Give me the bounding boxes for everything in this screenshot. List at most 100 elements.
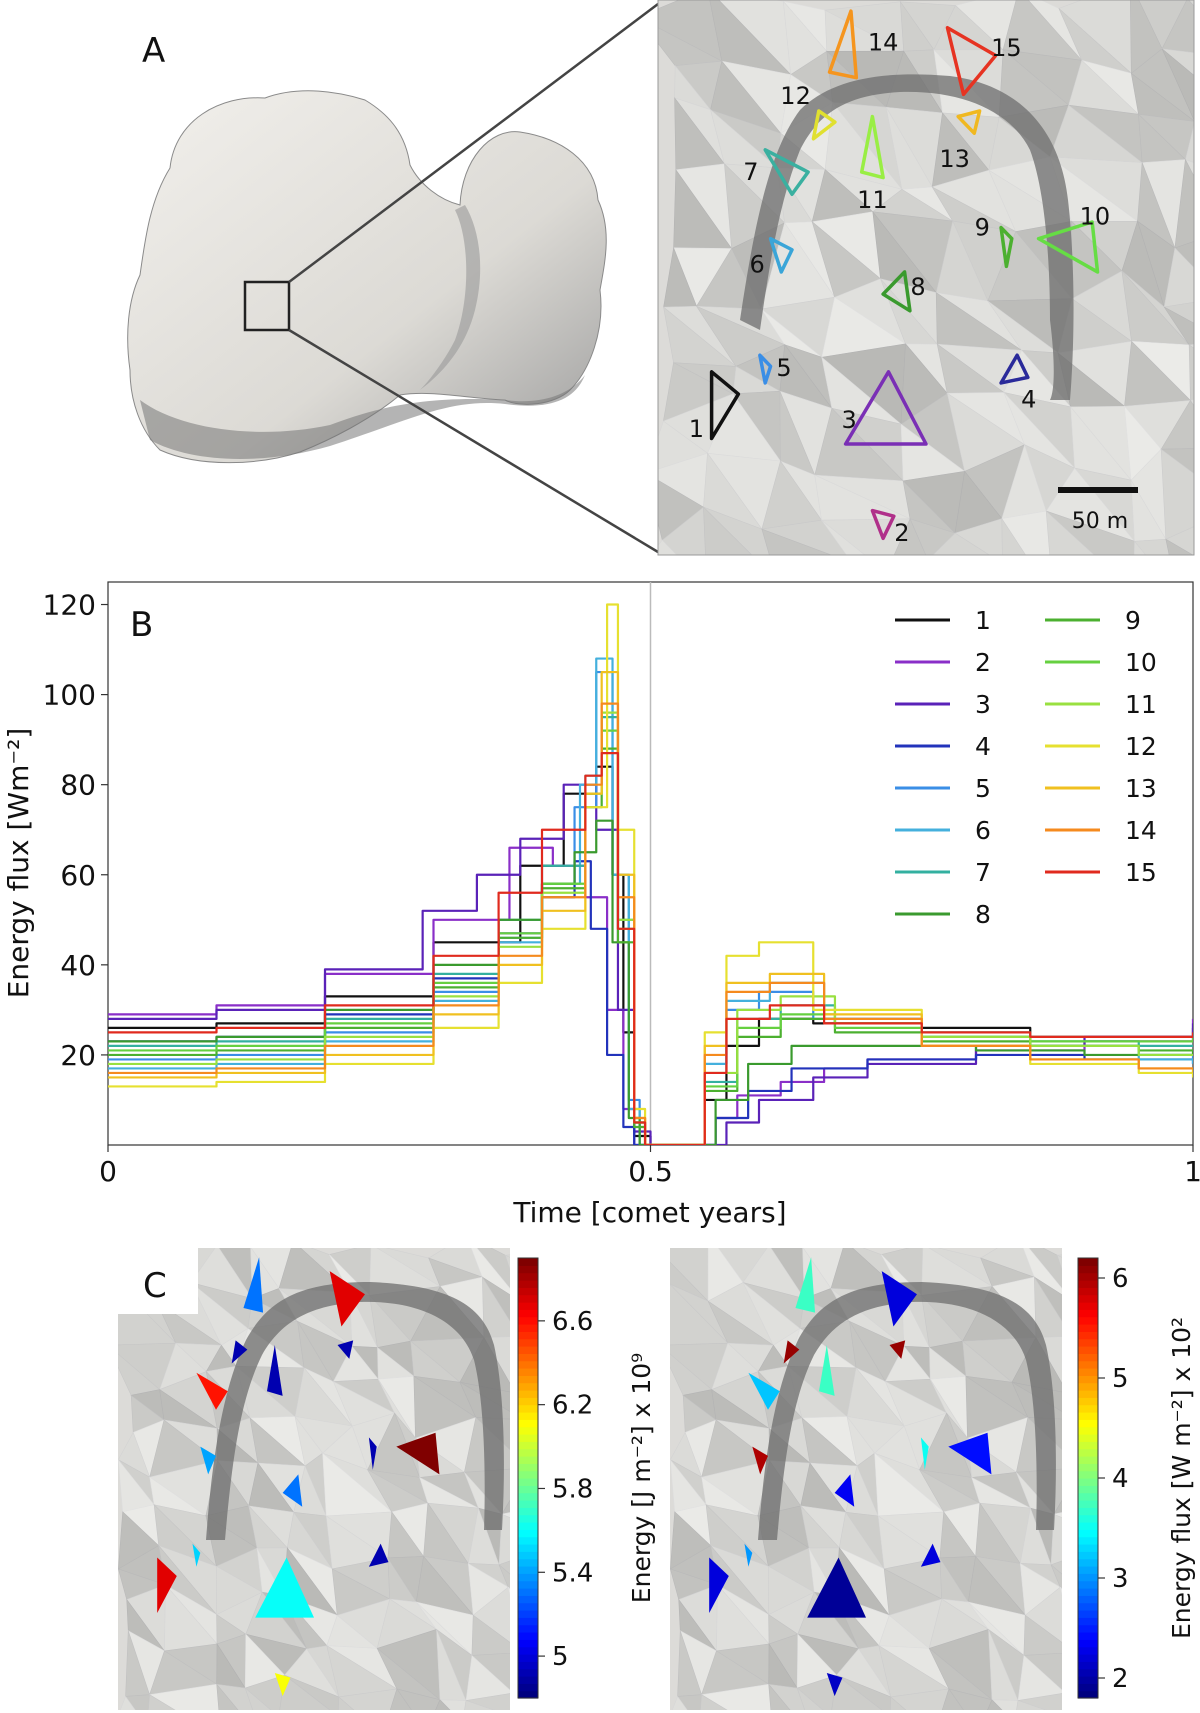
legend-label-3: 3 (975, 690, 991, 719)
colorbar-step (1078, 1353, 1098, 1362)
mesh-facet (504, 1254, 510, 1258)
facet-label-2: 2 (894, 519, 909, 547)
comet-image (127, 90, 607, 464)
colorbar-step (518, 1456, 538, 1464)
mesh-facet (1053, 1499, 1062, 1515)
heat-facet-15 (881, 1271, 917, 1327)
mesh-facet (439, 1699, 467, 1710)
facet-marker-8 (881, 270, 912, 313)
panel-a-label: A (142, 31, 165, 71)
mesh-facet (1016, 1700, 1047, 1710)
mesh-facet (500, 1512, 510, 1518)
colorbar-step (518, 1624, 538, 1633)
mesh-facet (1161, 48, 1194, 121)
facet-label-9: 9 (975, 214, 990, 242)
y-tick-label: 120 (43, 589, 96, 622)
inset-image (658, 0, 1194, 555)
facet-marker-14 (827, 9, 859, 80)
colorbar-step (518, 1668, 538, 1677)
mesh-facet (1050, 1560, 1062, 1575)
heat-facet-14 (795, 1257, 816, 1313)
mesh-facet (389, 1688, 412, 1710)
axis-ticks: 20 40 60 80 100 120 0 0.5 1 (43, 589, 1200, 1188)
mesh-facet (932, 532, 990, 555)
comet-neck-shadow (420, 205, 481, 390)
y-tick-label: 100 (43, 679, 96, 712)
colorbar-step (1078, 1610, 1098, 1618)
mesh-facet (1045, 510, 1095, 555)
colorbar-step (518, 1588, 538, 1596)
scale-bar-label: 50 m (1072, 509, 1128, 534)
facet-label-1: 1 (689, 415, 704, 443)
y-tick-label: 40 (60, 949, 96, 982)
heat-facet-4 (368, 1543, 389, 1567)
heat-facet-10 (396, 1432, 440, 1475)
colorbar-frame (517, 1257, 539, 1699)
colorbar-step (1078, 1331, 1098, 1340)
colorbar-step (518, 1441, 538, 1450)
heat-facet-5 (744, 1543, 753, 1567)
facet-marker-9 (999, 225, 1014, 269)
colorbar-step (518, 1690, 538, 1699)
mesh-facet (948, 1688, 993, 1710)
colorbar-step (518, 1566, 538, 1574)
colorbar-step (1078, 1316, 1098, 1325)
colorbar-step (1078, 1551, 1098, 1560)
colorbar-step (518, 1302, 538, 1310)
facet-marker-6 (768, 236, 794, 274)
facet-marker-7 (763, 148, 810, 196)
mesh-facet (1165, 538, 1194, 555)
mesh-facet (821, 519, 866, 555)
heat-facet-11 (266, 1345, 283, 1396)
panel-c-label-box (118, 1248, 198, 1314)
heat-facet-12 (231, 1340, 248, 1364)
colorbar-step (1078, 1338, 1098, 1347)
colorbar-step (1078, 1580, 1098, 1589)
colorbar-tick-label: 5 (552, 1642, 569, 1672)
colorbar-tick-label: 5.4 (552, 1558, 593, 1588)
mesh-facet (1050, 1564, 1062, 1589)
mesh-facet (1017, 1693, 1062, 1710)
colorbar-step (1078, 1397, 1098, 1406)
colorbar-step (1078, 1646, 1098, 1655)
colorbar-tick-label: 6.2 (552, 1391, 593, 1421)
mesh-facet (435, 1699, 451, 1710)
colorbar-step (1078, 1360, 1098, 1369)
mesh-facet (216, 1683, 239, 1710)
colorbar-step (1078, 1272, 1098, 1281)
panel-c: C 5 5.4 5.8 6.2 6.6 Energy [J m⁻²] x 10⁹ 2 3 4 5… (118, 1248, 1196, 1710)
mesh-facet (338, 1688, 398, 1710)
mesh-facet (1174, 241, 1194, 269)
facet-label-8: 8 (910, 273, 925, 301)
facet-label-12: 12 (780, 82, 811, 110)
colorbar-step (1078, 1514, 1098, 1523)
colorbar-step (1078, 1617, 1098, 1626)
mesh-facet (338, 1696, 355, 1710)
heat-facet-15 (329, 1271, 365, 1327)
colorbar-step (518, 1573, 538, 1582)
facet-label-13: 13 (939, 145, 970, 173)
legend-label-13: 13 (1125, 774, 1157, 803)
colorbar-step (1078, 1280, 1098, 1288)
energy-map (118, 1248, 510, 1710)
mesh-facet (1056, 1254, 1062, 1271)
colorbar-step (518, 1331, 538, 1340)
heat-facet-7 (196, 1372, 228, 1410)
colorbar-step (1078, 1588, 1098, 1596)
mesh-facet (831, 1674, 883, 1710)
mesh-facet (148, 1694, 176, 1710)
mesh-facet (498, 1560, 510, 1575)
legend-label-5: 5 (975, 774, 991, 803)
mesh-facet (991, 1699, 1019, 1710)
y-tick-label: 20 (60, 1039, 96, 1072)
mesh-facet (507, 1587, 510, 1596)
mesh-facet (244, 1687, 272, 1710)
colorbar-step (1078, 1309, 1098, 1318)
colorbar-step (518, 1580, 538, 1589)
colorbar-step (518, 1346, 538, 1354)
colorbar-step (518, 1360, 538, 1369)
colorbar-step (518, 1654, 538, 1662)
heat-facet-13 (889, 1340, 906, 1359)
colorbar-step (518, 1529, 538, 1538)
